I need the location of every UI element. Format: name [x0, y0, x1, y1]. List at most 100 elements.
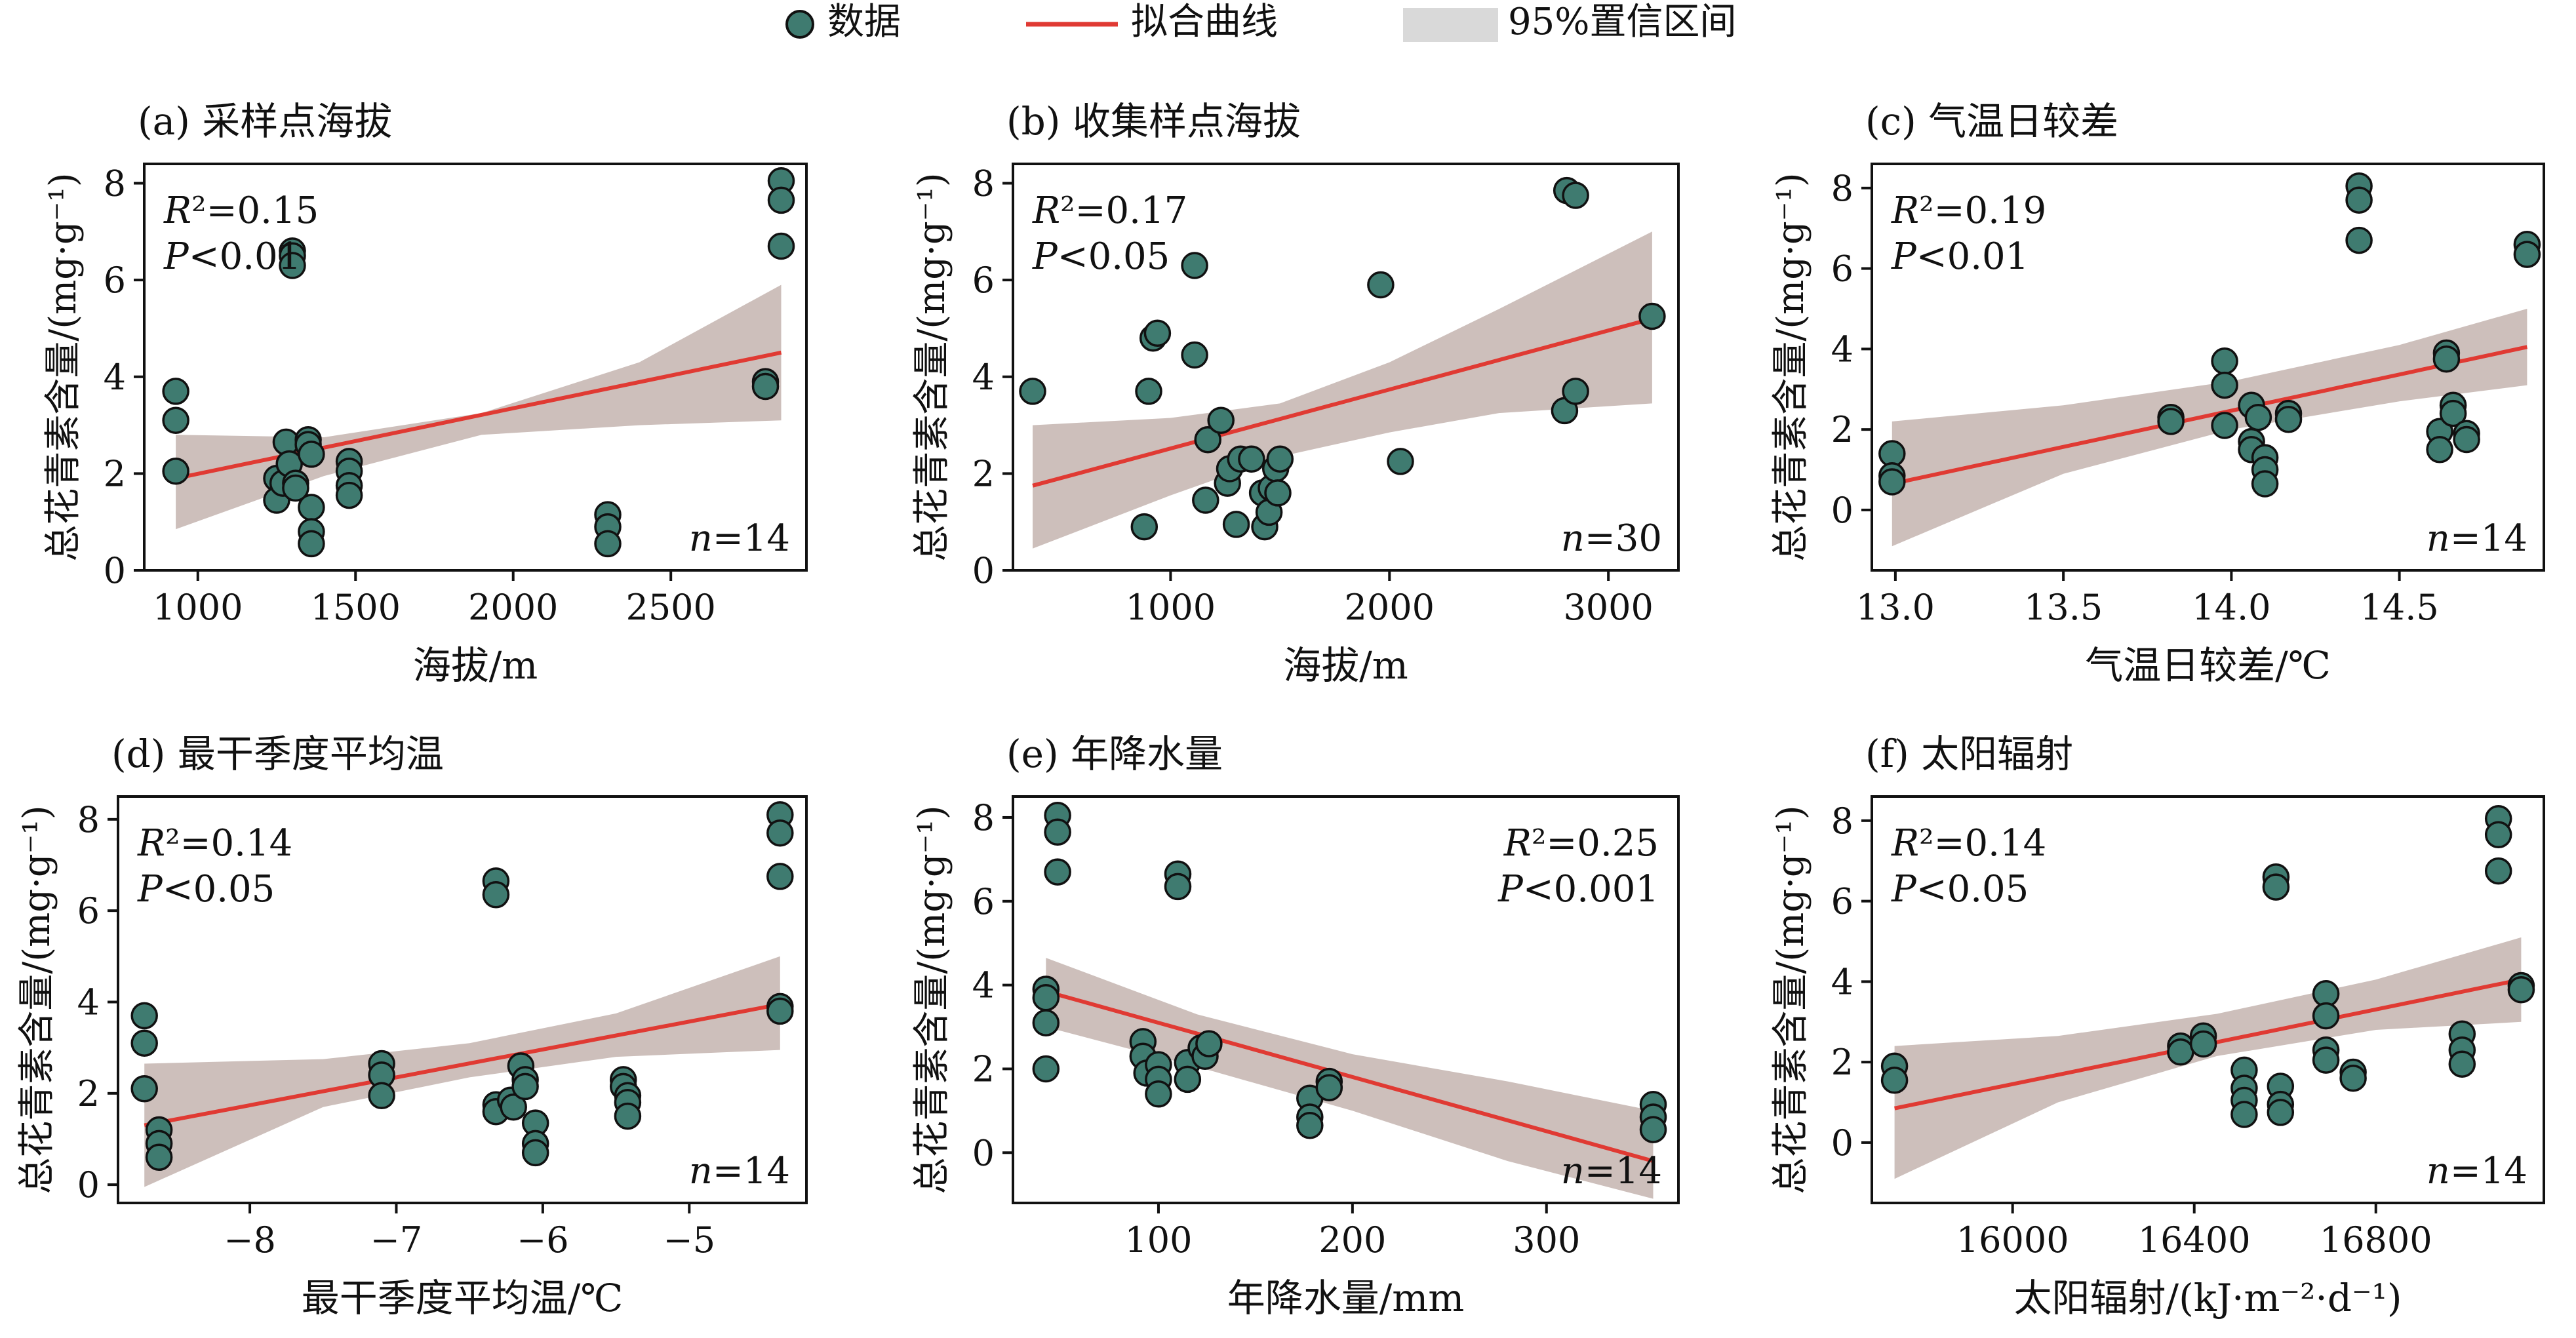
x-axis-label-c: 气温日较差/℃	[2085, 643, 2330, 688]
panel-e: (e) 年降水量 100 200 300 0 2 4 6 8 年降水量/mm 总花青素含量/(mg·…	[911, 732, 1680, 1320]
panel-b: (b) 收集样点海拔 1000 2000 3000 0 2 4 6 8 海拔/m 总花青素含量/(m…	[911, 99, 1680, 688]
data-point-b-27	[1562, 378, 1589, 405]
stat-p-b-symbol: P	[1032, 235, 1058, 278]
data-point-f-23	[2448, 1050, 2476, 1078]
fit-line-e	[1045, 989, 1654, 1163]
panel-d: (d) 最干季度平均温 −8 −7 −6 −5 0 2 4 6 8 最干季度平均温/℃ 总花青素含量/…	[16, 732, 808, 1320]
stat-r2-b-symbol: R	[1032, 189, 1060, 232]
fit-line-d	[144, 1002, 781, 1128]
y-tick-label-d-4: 8	[77, 799, 100, 840]
data-point-f-16	[2312, 1002, 2340, 1030]
data-point-e-6	[1044, 858, 1071, 886]
fit-line-b	[1032, 317, 1653, 488]
x-axis-label-a: 海拔/m	[413, 643, 538, 688]
data-point-b-21	[1264, 479, 1292, 507]
panel-title-d: (d) 最干季度平均温	[111, 732, 444, 776]
x-tick-label-b-1: 2000	[1345, 587, 1435, 628]
data-point-c-4	[2157, 408, 2185, 435]
stat-r2-f: R²=0.14	[1891, 822, 2046, 865]
stat-n-e: n=14	[1561, 1150, 1662, 1192]
panel-title-c: (c) 气温日较差	[1865, 99, 2118, 144]
stat-r2-c-symbol: R	[1891, 189, 1919, 232]
stat-r2-e-value: ²=0.25	[1532, 822, 1659, 865]
data-point-d-30	[766, 997, 794, 1025]
data-point-a-0	[162, 378, 189, 405]
stat-r2-a: R²=0.15	[163, 189, 319, 232]
x-tick-label-b-2: 3000	[1563, 587, 1653, 628]
stat-n-c-symbol: n	[2427, 517, 2450, 560]
data-point-c-2	[1878, 468, 1906, 496]
panel-title-b: (b) 收集样点海拔	[1006, 99, 1301, 144]
data-point-c-16	[2274, 406, 2303, 433]
x-tick-label-f-1: 16400	[2138, 1219, 2251, 1261]
data-point-a-25	[594, 530, 622, 558]
stat-p-f-value: <0.05	[1916, 868, 2029, 911]
data-point-f-3	[2167, 1038, 2194, 1066]
data-point-b-8	[1194, 425, 1221, 454]
stat-r2-d-symbol: R	[137, 822, 165, 865]
y-tick-label-c-2: 4	[1831, 328, 1853, 370]
data-point-e-19	[1195, 1030, 1223, 1057]
data-point-b-9	[1207, 406, 1235, 434]
stat-n-a-symbol: n	[689, 517, 713, 560]
stat-r2-c: R²=0.19	[1891, 189, 2046, 232]
legend-point-label: 数据	[827, 1, 901, 43]
stat-p-a-value: <0.01	[189, 235, 302, 278]
data-point-a-27	[751, 372, 780, 401]
stat-n-e-value: =14	[1585, 1150, 1662, 1192]
stat-p-a-symbol: P	[163, 235, 189, 278]
x-axis-label-f: 太阳辐射/(kJ·m⁻²·d⁻¹)	[2014, 1276, 2402, 1320]
data-point-d-14	[500, 1093, 527, 1121]
panel-title-f: (f) 太阳辐射	[1865, 732, 2073, 776]
x-tick-label-e-0: 100	[1124, 1219, 1192, 1261]
y-tick-label-a-2: 4	[104, 357, 126, 398]
y-axis-label-b: 总花青素含量/(mg·g⁻¹)	[911, 172, 953, 561]
legend-point-marker	[785, 10, 814, 39]
stat-p-d-value: <0.05	[163, 868, 275, 911]
stat-r2-f-value: ²=0.14	[1919, 822, 2046, 865]
y-tick-label-f-3: 6	[1831, 881, 1853, 922]
data-point-d-5	[145, 1143, 173, 1171]
stat-n-c: n=14	[2427, 517, 2527, 560]
panel-title-a: (a) 采样点海拔	[138, 99, 392, 144]
y-tick-label-c-4: 8	[1831, 168, 1853, 209]
x-tick-label-d-2: −6	[517, 1219, 569, 1261]
axes-frame-f	[1871, 795, 2545, 1204]
stat-p-f-symbol: P	[1891, 868, 1917, 911]
legend: 数据 拟合曲线 95%置信区间	[785, 1, 1736, 43]
data-point-c-25	[2439, 399, 2467, 427]
data-point-c-7	[2211, 412, 2238, 439]
stat-n-d-value: =14	[713, 1150, 790, 1192]
panel-title-e: (e) 年降水量	[1006, 732, 1223, 776]
y-tick-label-d-2: 4	[77, 981, 100, 1023]
data-point-c-5	[2211, 347, 2238, 375]
y-tick-label-a-1: 2	[104, 453, 126, 494]
data-point-f-11	[2262, 873, 2290, 901]
stat-p-d: P<0.05	[137, 868, 275, 911]
data-point-b-23	[1387, 448, 1414, 475]
x-tick-label-e-1: 200	[1318, 1219, 1386, 1261]
stat-p-e-symbol: P	[1497, 868, 1524, 911]
data-point-f-26	[2484, 857, 2512, 885]
data-point-b-1	[1130, 513, 1159, 541]
y-tick-label-b-0: 0	[972, 550, 995, 591]
stat-n-d: n=14	[689, 1150, 790, 1192]
y-tick-label-f-4: 8	[1831, 800, 1853, 842]
data-point-a-10	[279, 252, 306, 279]
data-point-e-22	[1296, 1112, 1324, 1139]
data-point-a-12	[282, 474, 309, 502]
data-point-a-16	[298, 494, 325, 521]
y-tick-label-c-1: 2	[1831, 409, 1853, 450]
data-point-a-1	[162, 406, 189, 434]
data-point-b-0	[1019, 378, 1046, 405]
y-tick-label-a-4: 8	[104, 163, 126, 205]
ci-band-b	[1033, 231, 1652, 549]
stat-p-e: P<0.001	[1497, 868, 1659, 911]
data-point-b-7	[1192, 486, 1219, 514]
data-point-d-1	[130, 1029, 158, 1057]
data-point-c-14	[2251, 470, 2279, 498]
data-point-f-18	[2312, 1046, 2340, 1074]
stat-r2-e-symbol: R	[1503, 822, 1532, 865]
ci-band-d	[144, 956, 780, 1187]
ci-band-f	[1894, 937, 2522, 1179]
